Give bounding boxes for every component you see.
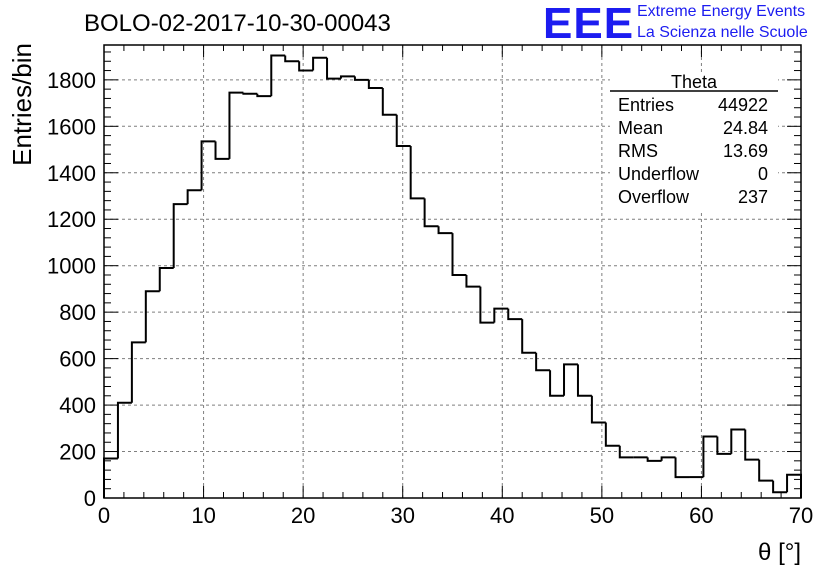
- histogram-bin: [270, 54, 286, 97]
- y-axis-label: Entries/bin: [7, 43, 37, 166]
- histogram-bin: [674, 457, 690, 479]
- histogram-bin: [660, 456, 676, 461]
- stats-box: [610, 75, 778, 213]
- y-tick-label: 1400: [47, 161, 96, 186]
- x-tick-label: 0: [98, 503, 110, 528]
- histogram-bin: [590, 395, 606, 424]
- histogram-bin: [228, 91, 244, 159]
- stats-value: 0: [758, 164, 768, 184]
- x-axis-label: θ [°]: [758, 539, 801, 566]
- chart-title: BOLO-02-2017-10-30-00043: [84, 10, 391, 37]
- stats-label: RMS: [618, 141, 658, 161]
- y-tick-label: 1600: [47, 114, 96, 139]
- stats-label: Entries: [618, 95, 674, 115]
- plot-frame: [103, 44, 802, 499]
- histogram-bin: [353, 76, 369, 81]
- x-tick-label: 60: [689, 503, 713, 528]
- histogram-bin: [772, 480, 788, 494]
- histogram-bin: [284, 55, 300, 63]
- histogram-bin: [144, 290, 160, 343]
- histogram-bin: [130, 341, 146, 403]
- histogram-bin: [744, 429, 760, 461]
- x-tick-label: 50: [590, 503, 614, 528]
- histogram-bin: [381, 87, 397, 116]
- histogram-bin: [103, 457, 118, 498]
- logo-text-line-2: La Scienza nelle Scuole: [637, 24, 808, 41]
- histogram-bin: [702, 435, 718, 478]
- stats-label: Mean: [618, 118, 663, 138]
- x-tick-label: 30: [390, 503, 414, 528]
- logo-text-line-1: Extreme Energy Events: [637, 3, 806, 20]
- histogram-bin: [507, 308, 523, 321]
- x-tick-label: 20: [291, 503, 315, 528]
- stats-box-title: Theta: [671, 72, 718, 92]
- histogram-bin: [116, 401, 132, 459]
- y-tick-label: 800: [59, 300, 96, 325]
- histogram-bin: [465, 274, 481, 288]
- histogram-bin: [535, 352, 551, 372]
- y-tick-label: 600: [59, 347, 96, 372]
- histogram-bin: [186, 189, 202, 205]
- histogram-bin: [158, 267, 174, 292]
- histogram-bin: [242, 92, 258, 95]
- stats-value: 237: [738, 187, 768, 207]
- histogram-bin: [437, 226, 453, 235]
- histogram-bin: [549, 370, 565, 397]
- histogram-bin: [312, 56, 328, 71]
- stats-value: 13.69: [723, 141, 768, 161]
- histogram-bin: [451, 233, 467, 276]
- y-tick-label: 1800: [47, 68, 96, 93]
- histogram-bin: [367, 79, 383, 89]
- eee-logo: EEE: [543, 0, 635, 48]
- histogram-bin: [326, 57, 341, 80]
- histogram-bin: [256, 93, 272, 98]
- histogram-bin: [716, 436, 732, 455]
- histogram-bin: [214, 141, 230, 160]
- histogram-bin: [200, 140, 216, 191]
- histogram-bin: [521, 319, 537, 354]
- histogram-bin: [298, 61, 314, 72]
- y-tick-label: 400: [59, 393, 96, 418]
- histogram-bin: [786, 473, 802, 498]
- histogram-bin: [576, 364, 592, 397]
- x-tick-label: 10: [191, 503, 215, 528]
- stats-value: 44922: [718, 95, 768, 115]
- x-tick-label: 70: [789, 503, 813, 528]
- histogram-bin: [423, 198, 439, 228]
- histogram-bin: [409, 146, 425, 200]
- histogram-bin: [563, 363, 578, 396]
- histogram-bin: [172, 203, 188, 269]
- histogram-bin: [758, 459, 774, 482]
- stats-label: Underflow: [618, 164, 700, 184]
- histogram-bin: [618, 445, 634, 459]
- y-tick-label: 1000: [47, 254, 96, 279]
- stats-label: Overflow: [618, 187, 690, 207]
- histogram-bin: [646, 457, 662, 462]
- histogram-bin: [339, 75, 355, 79]
- y-tick-label: 200: [59, 440, 96, 465]
- histogram-bin: [395, 114, 411, 148]
- histogram-bin: [730, 428, 746, 454]
- y-tick-label: 0: [84, 486, 96, 511]
- x-tick-label: 40: [490, 503, 514, 528]
- stats-value: 24.84: [723, 118, 768, 138]
- y-tick-label: 1200: [47, 207, 96, 232]
- histogram-bin: [493, 307, 509, 323]
- histogram-bin: [479, 286, 495, 324]
- histogram-bin: [604, 422, 620, 447]
